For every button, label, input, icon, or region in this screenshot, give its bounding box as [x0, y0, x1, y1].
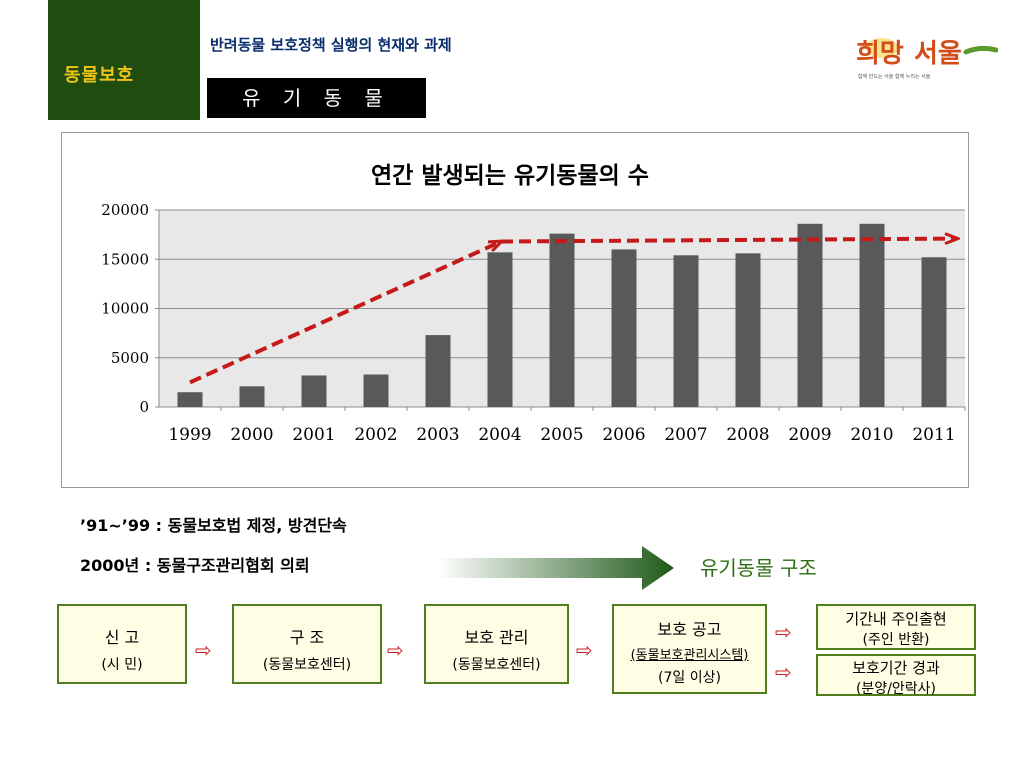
bar	[177, 392, 203, 407]
y-tick-label: 15000	[101, 250, 149, 268]
x-tick-label: 2004	[478, 425, 521, 445]
y-tick-label: 10000	[101, 300, 149, 318]
flow-report-sub: (시 민)	[101, 657, 143, 673]
bar-chart: 연간 발생되는 유기동물의 수 0 5000 10000 15000 20000 1999…	[101, 163, 966, 445]
x-tick-label: 2009	[788, 425, 831, 445]
hope-seoul-logo: 희망 서울 함께 만드는 서울 함께 누리는 서울	[856, 38, 998, 80]
flow-expire-box: 보호기간 경과 (분양/안락사)	[816, 654, 976, 697]
bar	[239, 386, 265, 407]
flow-care-box: 보호 관리 (동물보호센터)	[424, 604, 569, 684]
flow-notice-title: 보호 공고	[657, 620, 722, 639]
bar	[425, 335, 451, 407]
bar	[549, 233, 575, 407]
flow-rescue-title: 구 조	[289, 628, 325, 647]
side-tab-label: 동물보호	[64, 65, 135, 86]
x-tick-label: 2008	[726, 425, 769, 445]
flow-owner-title: 기간내 주인출현	[845, 610, 947, 628]
flow-notice-box: 보호 공고 (동물보호관리시스템) (7일 이상)	[612, 604, 767, 694]
page-title: 반려동물 보호정책 실행의 현재와 과제	[210, 36, 452, 54]
rescue-label: 유기동물 구조	[700, 556, 817, 580]
flow-arrow-icon: ⇨	[387, 638, 404, 662]
chart-title: 연간 발생되는 유기동물의 수	[371, 163, 649, 189]
flow-owner-sub: (주인 반환)	[862, 632, 930, 648]
gradient-arrow-icon	[438, 546, 674, 590]
flow-arrow-icon: ⇨	[775, 660, 792, 684]
flow-notice-period: (7일 이상)	[658, 670, 721, 686]
y-tick-label: 20000	[101, 201, 149, 219]
svg-text:서울: 서울	[914, 39, 962, 69]
x-tick-label: 2011	[912, 425, 955, 445]
bar	[859, 223, 885, 407]
trend-arrow-plateau	[500, 239, 957, 242]
x-tick-label: 2001	[292, 425, 335, 445]
bar	[487, 252, 513, 407]
bar	[921, 257, 947, 407]
flow-care-title: 보호 관리	[464, 628, 529, 647]
y-tick-label: 0	[139, 398, 149, 416]
svg-text:희망: 희망	[856, 39, 904, 69]
flow-expire-sub: (분양/안락사)	[855, 681, 937, 697]
side-tab: 동물보호	[48, 0, 200, 120]
flow-arrow-icon: ⇨	[195, 638, 212, 662]
x-tick-label: 2007	[664, 425, 707, 445]
bar	[611, 249, 637, 407]
chart-panel: 연간 발생되는 유기동물의 수 0 5000 10000 15000 20000 1999…	[61, 132, 969, 488]
flow-arrow-icon: ⇨	[576, 638, 593, 662]
flow-notice-sub: (동물보호관리시스템)	[630, 648, 749, 663]
svg-text:함께 만드는 서울 함께 누리는 서울: 함께 만드는 서울 함께 누리는 서울	[858, 73, 931, 80]
trend-arrow-rise	[189, 242, 501, 385]
x-tick-label: 2005	[540, 425, 583, 445]
bar	[301, 375, 327, 407]
x-tick-label: 2000	[230, 425, 273, 445]
bar	[363, 374, 389, 407]
flow-expire-title: 보호기간 경과	[852, 659, 940, 677]
flow-care-sub: (동물보호센터)	[452, 657, 541, 673]
flow-report-title: 신 고	[104, 628, 140, 647]
flow-owner-box: 기간내 주인출현 (주인 반환)	[816, 604, 976, 650]
history-note-2: 2000년 : 동물구조관리협회 의뢰	[80, 556, 310, 575]
flow-arrow-icon: ⇨	[775, 620, 792, 644]
section-title: 유 기 동 물	[207, 78, 426, 118]
bar	[797, 223, 823, 407]
x-tick-label: 2002	[354, 425, 397, 445]
x-tick-label: 1999	[168, 425, 211, 445]
flow-rescue-sub: (동물보호센터)	[262, 657, 352, 673]
flow-rescue-box: 구 조 (동물보호센터)	[232, 604, 382, 684]
history-note-1: ’91~’99 : 동물보호법 제정, 방견단속	[80, 516, 347, 535]
flow-report-box: 신 고 (시 민)	[57, 604, 187, 684]
x-tick-label: 2003	[416, 425, 459, 445]
y-tick-label: 5000	[111, 349, 149, 367]
bar	[673, 255, 699, 407]
x-tick-label: 2006	[602, 425, 645, 445]
x-tick-label: 2010	[850, 425, 893, 445]
bar	[735, 253, 761, 407]
